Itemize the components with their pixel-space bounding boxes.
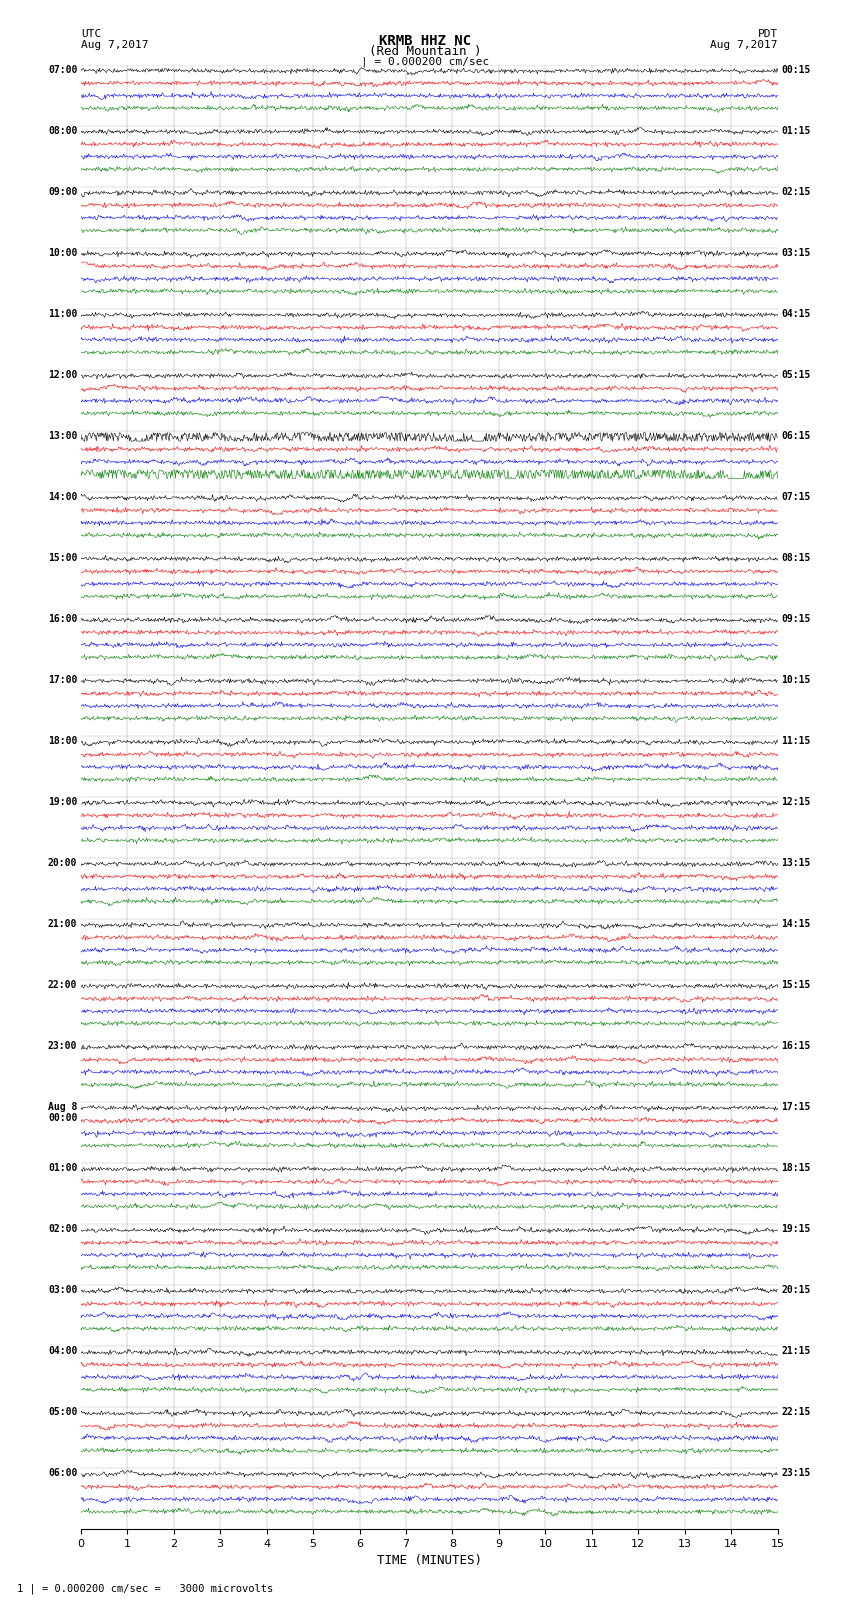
Text: (Red Mountain ): (Red Mountain ) xyxy=(369,45,481,58)
Text: 06:00: 06:00 xyxy=(48,1468,77,1478)
Text: 01:00: 01:00 xyxy=(48,1163,77,1173)
Text: 11:00: 11:00 xyxy=(48,308,77,319)
Text: PDT: PDT xyxy=(757,29,778,39)
Text: 06:15: 06:15 xyxy=(781,431,811,440)
Text: | = 0.000200 cm/sec: | = 0.000200 cm/sec xyxy=(361,56,489,68)
Text: 12:15: 12:15 xyxy=(781,797,811,806)
Text: 22:00: 22:00 xyxy=(48,979,77,990)
Text: 13:15: 13:15 xyxy=(781,858,811,868)
Text: 02:15: 02:15 xyxy=(781,187,811,197)
Text: 19:15: 19:15 xyxy=(781,1224,811,1234)
Text: 08:00: 08:00 xyxy=(48,126,77,135)
Text: Aug 7,2017: Aug 7,2017 xyxy=(81,40,148,50)
Text: 11:15: 11:15 xyxy=(781,736,811,745)
Text: 04:00: 04:00 xyxy=(48,1345,77,1357)
Text: 02:00: 02:00 xyxy=(48,1224,77,1234)
Text: 16:15: 16:15 xyxy=(781,1040,811,1052)
Text: 21:15: 21:15 xyxy=(781,1345,811,1357)
Text: 17:15: 17:15 xyxy=(781,1102,811,1111)
Text: 13:00: 13:00 xyxy=(48,431,77,440)
Text: 07:00: 07:00 xyxy=(48,65,77,74)
Text: 15:00: 15:00 xyxy=(48,553,77,563)
Text: 16:00: 16:00 xyxy=(48,615,77,624)
Text: 23:15: 23:15 xyxy=(781,1468,811,1478)
Text: 17:00: 17:00 xyxy=(48,674,77,686)
Text: 12:00: 12:00 xyxy=(48,369,77,379)
Text: 14:15: 14:15 xyxy=(781,919,811,929)
Text: Aug 7,2017: Aug 7,2017 xyxy=(711,40,778,50)
Text: UTC: UTC xyxy=(81,29,101,39)
Text: 21:00: 21:00 xyxy=(48,919,77,929)
Text: 09:15: 09:15 xyxy=(781,615,811,624)
Text: 03:15: 03:15 xyxy=(781,247,811,258)
Text: 20:00: 20:00 xyxy=(48,858,77,868)
Text: 1 | = 0.000200 cm/sec =   3000 microvolts: 1 | = 0.000200 cm/sec = 3000 microvolts xyxy=(17,1582,273,1594)
Text: 03:00: 03:00 xyxy=(48,1286,77,1295)
Text: 05:15: 05:15 xyxy=(781,369,811,379)
Text: 10:15: 10:15 xyxy=(781,674,811,686)
Text: 14:00: 14:00 xyxy=(48,492,77,502)
Text: 08:15: 08:15 xyxy=(781,553,811,563)
Text: 05:00: 05:00 xyxy=(48,1407,77,1418)
Text: 18:00: 18:00 xyxy=(48,736,77,745)
Text: Aug 8
00:00: Aug 8 00:00 xyxy=(48,1102,77,1123)
Text: 01:15: 01:15 xyxy=(781,126,811,135)
Text: 00:15: 00:15 xyxy=(781,65,811,74)
Text: 22:15: 22:15 xyxy=(781,1407,811,1418)
Text: 07:15: 07:15 xyxy=(781,492,811,502)
X-axis label: TIME (MINUTES): TIME (MINUTES) xyxy=(377,1555,482,1568)
Text: 18:15: 18:15 xyxy=(781,1163,811,1173)
Text: 09:00: 09:00 xyxy=(48,187,77,197)
Text: 19:00: 19:00 xyxy=(48,797,77,806)
Text: KRMB HHZ NC: KRMB HHZ NC xyxy=(379,34,471,48)
Text: 23:00: 23:00 xyxy=(48,1040,77,1052)
Text: 10:00: 10:00 xyxy=(48,247,77,258)
Text: 15:15: 15:15 xyxy=(781,979,811,990)
Text: 04:15: 04:15 xyxy=(781,308,811,319)
Text: 20:15: 20:15 xyxy=(781,1286,811,1295)
